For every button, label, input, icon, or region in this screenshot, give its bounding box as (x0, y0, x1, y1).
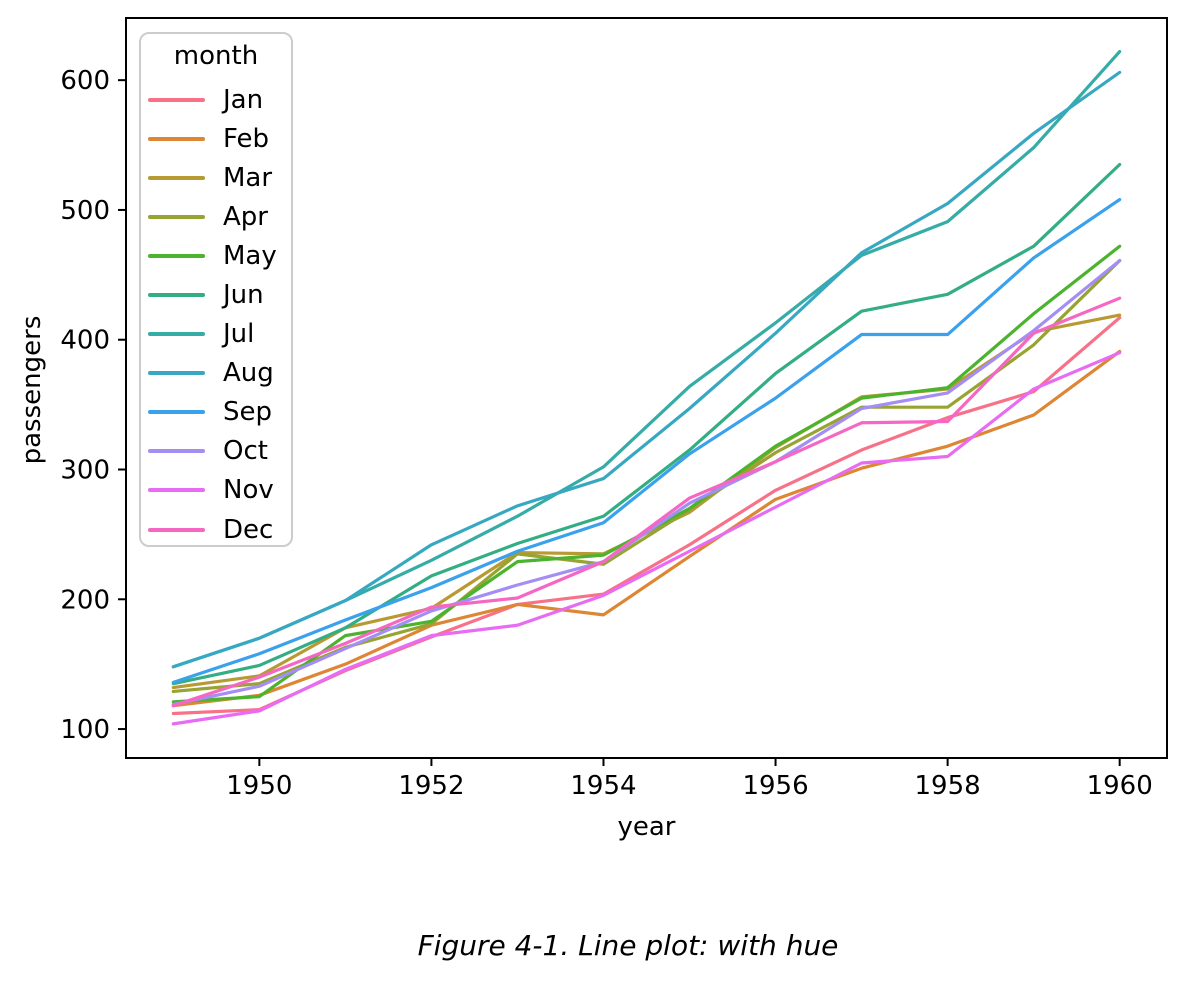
legend-label: Oct (223, 436, 268, 467)
legend-label: Dec (223, 514, 274, 545)
y-tick-label: 300 (60, 456, 110, 486)
legend-item-dec: Dec (141, 510, 291, 549)
legend-swatch-apr (148, 214, 205, 219)
legend-label: Nov (223, 475, 274, 506)
legend-swatch-jun (148, 293, 205, 298)
series-line-oct (171, 258, 1122, 707)
x-tick-label: 1952 (398, 771, 464, 801)
plot-border (125, 17, 1168, 759)
series-line-nov (171, 351, 1122, 726)
legend-item-may: May (141, 236, 291, 275)
y-axis-label: passengers (17, 315, 47, 465)
legend-swatch-aug (148, 371, 205, 376)
legend-title: month (173, 41, 259, 71)
x-tick-label: 1954 (570, 771, 636, 801)
legend-item-sep: Sep (141, 393, 291, 432)
legend-entries: Jan Feb Mar Apr May Jun Jul Aug Sep Oct Nov Dec (141, 77, 291, 549)
legend-label: Sep (223, 397, 273, 428)
legend-item-mar: Mar (141, 158, 291, 197)
x-tick-label: 1956 (742, 771, 808, 801)
series-line-feb (171, 349, 1122, 708)
legend-item-oct: Oct (141, 432, 291, 471)
legend-label: Feb (223, 123, 270, 154)
series-line-apr (171, 258, 1122, 694)
y-tick-label: 500 (60, 196, 110, 226)
legend-item-feb: Feb (141, 119, 291, 158)
legend-label: May (223, 240, 277, 271)
series-line-aug (171, 70, 1122, 669)
legend-swatch-nov (148, 488, 205, 493)
series-line-jun (171, 162, 1122, 686)
legend-box: month Jan Feb Mar Apr May Jun Jul Aug Sep Oct Nov D… (139, 32, 293, 547)
legend-label: Jul (223, 319, 255, 350)
legend-swatch-jan (148, 97, 205, 102)
legend-swatch-mar (148, 175, 205, 180)
y-tick-label: 200 (60, 585, 110, 615)
legend-item-jan: Jan (141, 80, 291, 119)
legend-swatch-jul (148, 332, 205, 337)
x-tick-label: 1950 (226, 771, 292, 801)
legend-swatch-feb (148, 136, 205, 141)
figure-caption: Figure 4-1. Line plot: with hue (417, 929, 839, 962)
y-tick-label: 100 (60, 715, 110, 745)
legend-swatch-may (148, 253, 205, 258)
legend-item-apr: Apr (141, 197, 291, 236)
x-tick-label: 1960 (1087, 771, 1153, 801)
legend-item-nov: Nov (141, 471, 291, 510)
legend-item-jun: Jun (141, 275, 291, 314)
y-tick-label: 400 (60, 326, 110, 356)
x-tick-label: 1958 (915, 771, 981, 801)
legend-label: Aug (223, 358, 274, 389)
legend-swatch-sep (148, 410, 205, 415)
series-line-sep (171, 197, 1122, 684)
legend-item-aug: Aug (141, 354, 291, 393)
legend-label: Jan (223, 84, 264, 115)
series-line-dec (171, 296, 1122, 708)
x-axis-label: year (617, 812, 676, 842)
legend-label: Mar (223, 162, 273, 193)
legend-swatch-dec (148, 527, 205, 532)
legend-swatch-oct (148, 449, 205, 454)
y-tick-label: 600 (60, 66, 110, 96)
legend-label: Jun (223, 280, 264, 311)
legend-item-jul: Jul (141, 315, 291, 354)
legend-label: Apr (223, 201, 268, 232)
